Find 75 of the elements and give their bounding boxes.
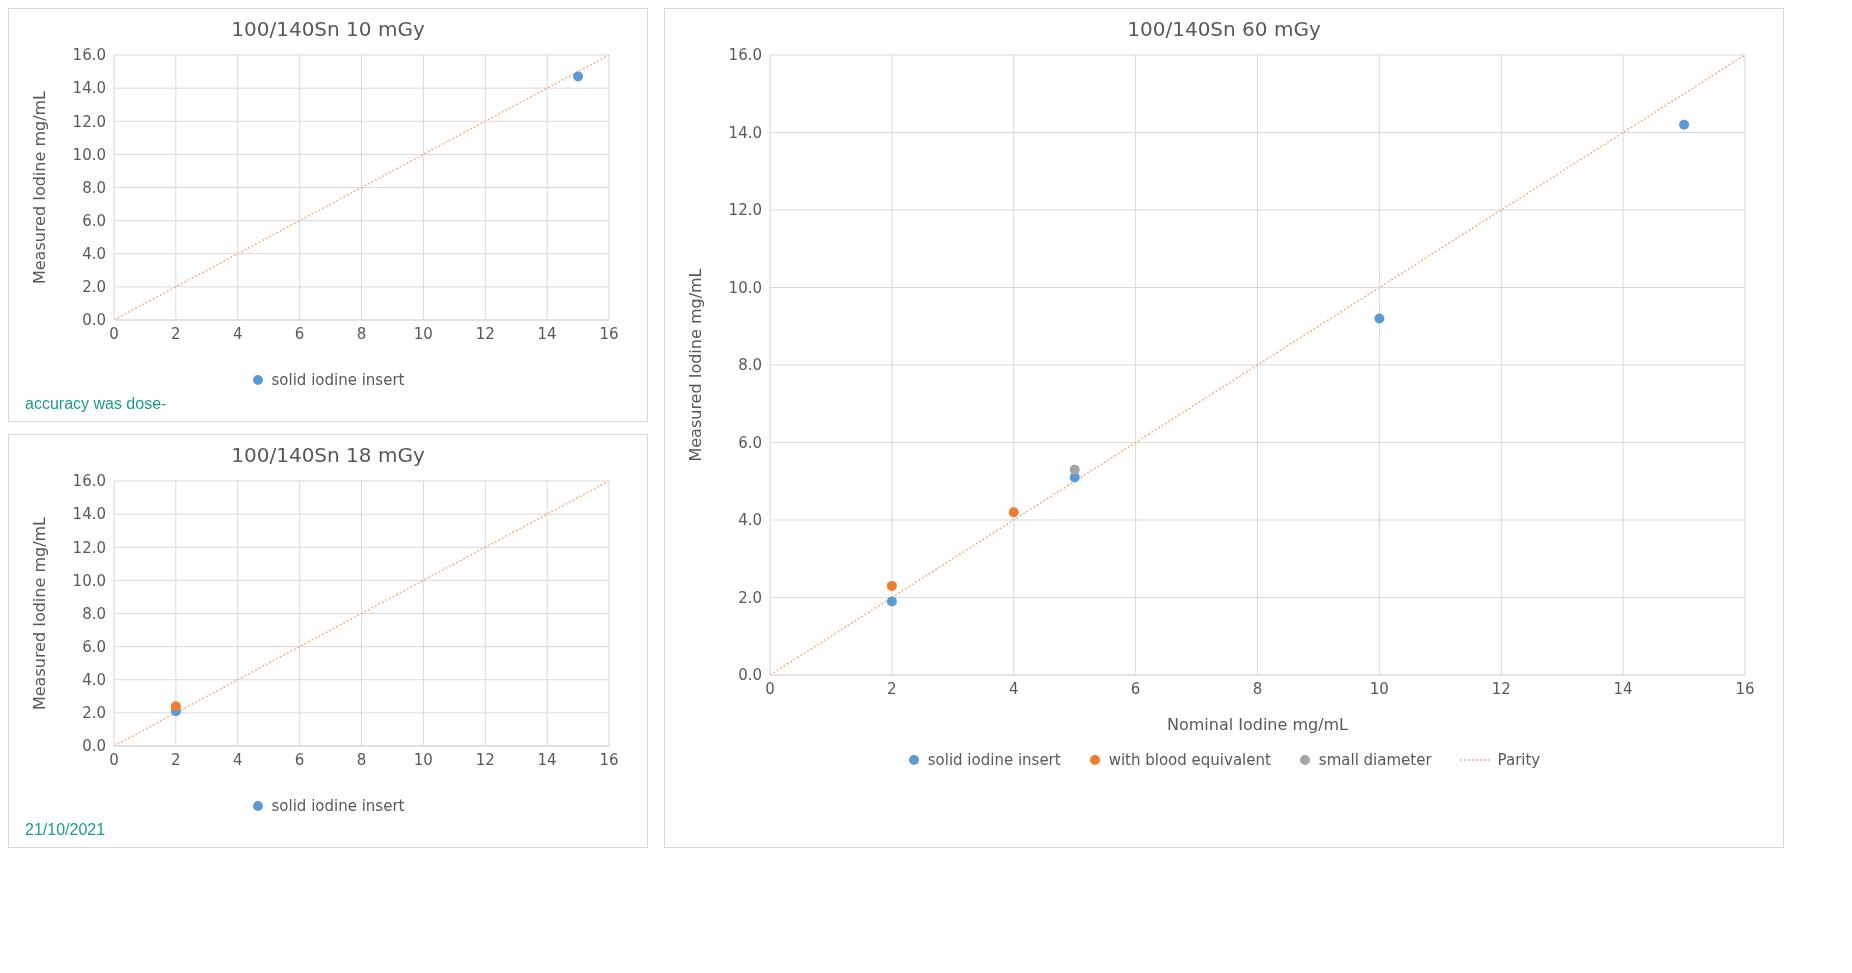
y-tick-label: 14.0 [72,505,106,524]
x-tick-label: 6 [1130,679,1141,698]
y-axis-title: Measured Iodine mg/mL [685,268,705,462]
y-tick-label: 2.0 [738,588,762,607]
text: 21/10/2021 [25,821,107,839]
x-tick-label: 2 [171,750,181,769]
point [1374,313,1385,324]
chart-title: 100/140Sn 60 mGy [1126,17,1322,41]
y-tick-label: 12.0 [728,201,762,220]
point [1069,464,1080,475]
x-tick-label: 4 [1008,679,1019,698]
y-tick-label: 8.0 [82,604,106,623]
x-tick-label: 2 [171,324,181,343]
y-tick-label: 8.0 [738,356,762,375]
x-tick-label: 10 [413,750,433,769]
x-tick-label: 8 [356,324,367,343]
legend-label: with blood equivalent [1108,751,1271,769]
x-tick-label: 2 [887,679,897,698]
x-tick-label: 14 [537,324,557,343]
y-tick-label: 2.0 [82,704,106,723]
y-tick-label: 14.0 [728,123,762,142]
y-tick-label: 6.0 [82,211,106,230]
x-tick-label: 0 [109,324,119,343]
y-tick-label: 12.0 [72,538,106,557]
x-tick-label: 8 [356,750,367,769]
y-tick-label: 10.0 [728,278,762,297]
y-tick-label: 4.0 [82,245,106,264]
y-tick-label: 12.0 [72,112,106,131]
chart-title: 100/140Sn 18 mGy [230,443,426,467]
x-tick-label: 12 [475,324,495,343]
y-axis-title: Measured Iodine mg/mL [29,90,49,285]
point [886,596,897,607]
point [1679,119,1690,130]
y-tick-label: 16.0 [72,472,106,491]
y-tick-label: 0.0 [82,311,106,330]
x-tick-label: 16 [599,324,619,343]
legend-label: small diameter [1318,751,1432,769]
y-tick-label: 6.0 [82,637,106,656]
legend-label: solid iodine insert [271,371,405,389]
y-tick-label: 6.0 [738,433,762,452]
y-tick-label: 8.0 [82,178,106,197]
y-tick-label: 10.0 [72,145,106,164]
y-tick-label: 0.0 [738,666,762,685]
x-tick-label: 14 [1613,679,1633,698]
y-tick-label: 10.0 [72,571,106,590]
x-tick-label: 12 [475,750,495,769]
x-tick-label: 16 [599,750,619,769]
y-tick-label: 0.0 [82,737,106,756]
x-tick-label: 12 [1491,679,1511,698]
y-tick-label: 4.0 [82,671,106,690]
y-tick-label: 2.0 [82,278,106,297]
x-tick-label: 0 [765,679,775,698]
chart-title: 100/140Sn 10 mGy [230,17,426,41]
x-tick-label: 6 [294,324,305,343]
point [1008,507,1019,518]
x-tick-label: 16 [1735,679,1755,698]
point [886,580,897,591]
legend-label: solid iodine insert [927,751,1061,769]
x-tick-label: 14 [537,750,557,769]
y-tick-label: 16.0 [728,46,762,65]
y-tick-label: 4.0 [738,511,762,530]
text: accuracy was dose- [25,395,168,413]
x-axis-title: Nominal Iodine mg/mL [1166,715,1349,734]
x-tick-label: 8 [1252,679,1263,698]
y-axis-title: Measured Iodine mg/mL [29,516,49,711]
legend-label: solid iodine insert [271,797,405,815]
x-tick-label: 6 [294,750,305,769]
y-tick-label: 16.0 [72,46,106,65]
legend-label: Parity [1497,751,1541,769]
x-tick-label: 10 [413,324,433,343]
x-tick-label: 0 [109,750,119,769]
y-tick-label: 14.0 [72,79,106,98]
x-tick-label: 10 [1369,679,1389,698]
x-tick-label: 4 [232,324,243,343]
x-tick-label: 4 [232,750,243,769]
